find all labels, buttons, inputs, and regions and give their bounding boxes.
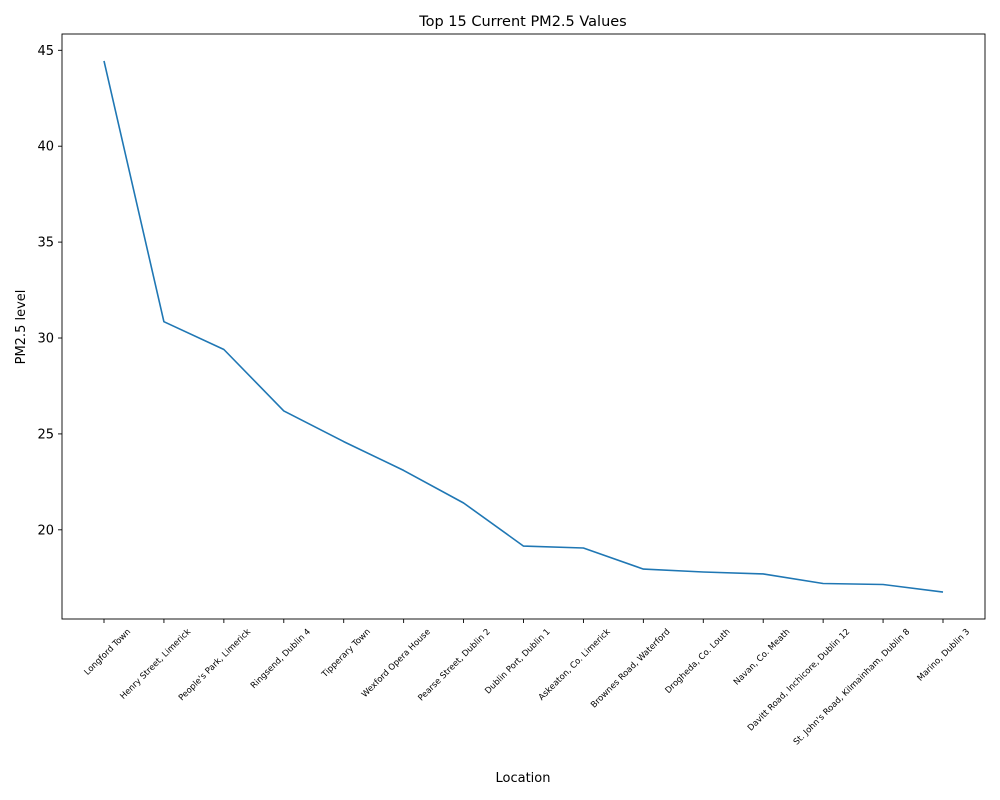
y-tick-label: 45 xyxy=(37,44,54,59)
series-line xyxy=(103,60,944,593)
x-tick-label: Ringsend, Dublin 4 xyxy=(249,627,313,691)
y-tick-label: 25 xyxy=(37,427,54,442)
x-tick-label: Wexford Opera House xyxy=(360,627,433,700)
y-axis: 20 25 30 35 40 45 xyxy=(37,44,62,538)
x-axis-label: Location xyxy=(496,771,551,786)
y-tick-label: 40 xyxy=(37,140,54,155)
y-axis-label: PM2.5 level xyxy=(14,290,29,365)
x-tick-label: Drogheda, Co. Louth xyxy=(664,627,733,696)
y-tick-label: 35 xyxy=(37,236,54,251)
x-tick-label: Marino, Dublin 3 xyxy=(916,627,973,684)
plot-frame xyxy=(61,33,986,620)
y-tick-label: 30 xyxy=(37,332,54,347)
series-layer xyxy=(103,60,944,593)
x-tick-label: Navan, Co. Meath xyxy=(732,627,792,687)
x-tick-label: Davitt Road, Inchicore, Dublin 12 xyxy=(746,627,852,733)
x-tick-label: Longford Town xyxy=(83,627,134,678)
x-tick-label: Tipperary Town xyxy=(319,627,372,680)
chart-title: Top 15 Current PM2.5 Values xyxy=(418,14,627,30)
x-tick-label: Dublin Port, Dublin 1 xyxy=(483,627,552,696)
y-tick-label: 20 xyxy=(37,523,54,538)
x-tick-label: St. John's Road, Kilmainham, Dublin 8 xyxy=(792,627,912,747)
